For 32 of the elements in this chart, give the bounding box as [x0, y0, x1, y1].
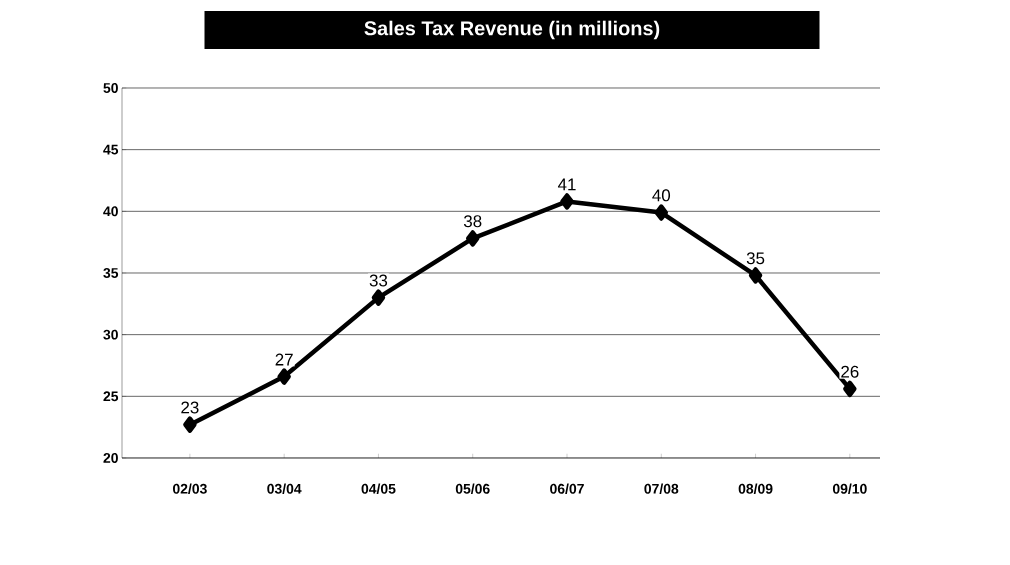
point — [654, 204, 669, 221]
point — [183, 416, 197, 433]
y-tick-label: 45 — [103, 144, 119, 155]
point — [466, 230, 480, 247]
chart-title: Sales Tax Revenue (in millions) — [364, 20, 660, 40]
x-tick-label: 09/10 — [832, 483, 867, 494]
data-label: 40 — [652, 189, 671, 202]
data-label: 35 — [746, 252, 765, 265]
data-label: 27 — [275, 353, 293, 366]
data-label: 38 — [463, 215, 482, 228]
y-tick-label: 40 — [103, 206, 118, 217]
point — [843, 380, 857, 398]
x-tick-label: 04/05 — [361, 483, 396, 494]
point — [560, 193, 574, 210]
data-label: 23 — [181, 401, 199, 414]
x-tick-label: 05/06 — [455, 483, 490, 494]
x-tick-label: 08/09 — [738, 483, 773, 494]
data-label: 33 — [369, 274, 388, 287]
y-tick-label: 30 — [103, 329, 118, 340]
y-tick-label: 25 — [103, 391, 119, 402]
y-tick-label: 50 — [103, 83, 118, 93]
data-label: 26 — [841, 365, 859, 378]
point — [748, 267, 763, 284]
x-tick-label: 03/04 — [267, 483, 302, 494]
y-tick-label: 20 — [103, 453, 118, 463]
point — [277, 368, 291, 385]
x-tick-label: 06/07 — [550, 483, 584, 494]
y-tick-label: 35 — [103, 268, 119, 278]
x-tick-label: 02/03 — [172, 483, 207, 494]
x-tick-label: 07/08 — [644, 483, 679, 494]
data-label: 41 — [557, 178, 576, 191]
point — [371, 289, 386, 306]
